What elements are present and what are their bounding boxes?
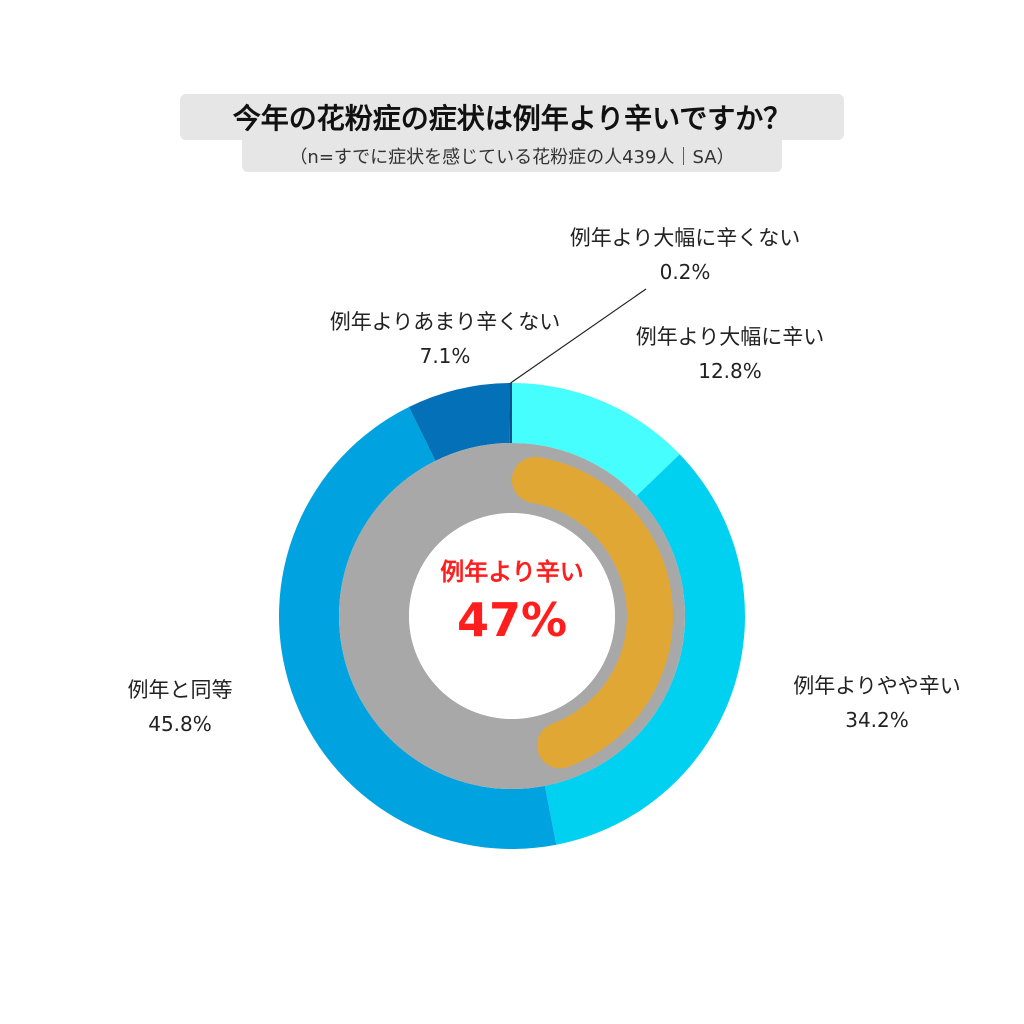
slice-label: 例年よりあまり辛くない (330, 310, 561, 334)
inner-ring-highlight (511, 456, 673, 769)
chart-title: 今年の花粉症の症状は例年より辛いですか？ (232, 102, 792, 135)
slice-slightly-worse (544, 454, 745, 845)
center-value: 47% (457, 593, 567, 647)
inner-ring (339, 443, 685, 789)
slice-value: 34.2% (845, 708, 909, 732)
slice-label: 例年と同等 (128, 678, 233, 702)
slice-value: 12.8% (698, 359, 762, 383)
center-label: 例年より辛い (440, 558, 584, 586)
outer-ring (279, 383, 745, 849)
slice-much-worse (512, 383, 680, 496)
slice-value: 7.1% (420, 344, 471, 368)
slice-not-very-bad (408, 383, 510, 461)
chart-title-box: 今年の花粉症の症状は例年より辛いですか？ (180, 94, 844, 140)
slice-much-better (509, 383, 512, 444)
slice-labels: 例年より大幅に辛い 12.8% 例年よりやや辛い 34.2% 例年と同等 45.8% 例年よ… (128, 226, 961, 736)
slice-value: 45.8% (148, 712, 212, 736)
slice-same (279, 407, 557, 849)
slice-label: 例年よりやや辛い (793, 674, 961, 698)
chart-subtitle: （n=すでに症状を感じている花粉症の人439人｜SA） (289, 147, 735, 168)
donut-hole (409, 513, 615, 719)
slice-label: 例年より大幅に辛くない (570, 226, 801, 250)
slice-value: 0.2% (660, 260, 711, 284)
leader-line (510, 288, 647, 384)
slice-label: 例年より大幅に辛い (636, 325, 825, 349)
chart-subtitle-box: （n=すでに症状を感じている花粉症の人439人｜SA） (242, 140, 782, 172)
